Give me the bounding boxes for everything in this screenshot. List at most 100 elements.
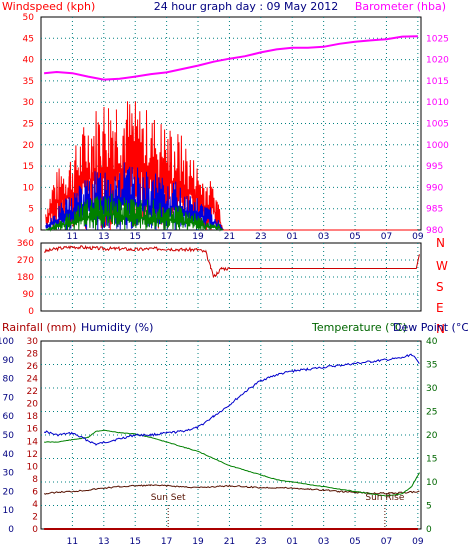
compass-label: S bbox=[436, 280, 444, 294]
barometer-line bbox=[44, 35, 418, 81]
compass-label: N bbox=[436, 236, 445, 250]
temperature-tick: 20 bbox=[426, 431, 438, 441]
rainfall-axis-label: Rainfall (mm) bbox=[2, 321, 76, 334]
humidity-tick: 0 bbox=[8, 525, 14, 535]
dew-point-line bbox=[43, 484, 420, 495]
x-tick-label: 09 bbox=[412, 232, 424, 242]
sun-label: Sun Set bbox=[151, 493, 186, 503]
wind-baro-series bbox=[44, 35, 418, 232]
barometer-tick: 1015 bbox=[426, 77, 449, 87]
temperature-line bbox=[44, 429, 420, 497]
x-tick-label: 15 bbox=[129, 232, 140, 242]
direction-tick: 180 bbox=[17, 273, 34, 283]
rainfall-tick: 22 bbox=[27, 387, 38, 397]
temperature-tick: 25 bbox=[426, 408, 437, 418]
direction-tick: 270 bbox=[17, 256, 34, 266]
x-tick-label: 05 bbox=[349, 232, 360, 242]
x-tick-label: 07 bbox=[381, 232, 392, 242]
rainfall-tick: 0 bbox=[32, 525, 38, 535]
humidity-tick: 50 bbox=[3, 431, 15, 441]
temperature-tick-labels: 0 5 10 15 20 25 30 35 40 bbox=[426, 337, 438, 535]
humidity-tick: 80 bbox=[3, 375, 15, 385]
temperature-tick: 15 bbox=[426, 455, 437, 465]
windspeed-tick: 45 bbox=[23, 34, 34, 44]
humidity-tick: 10 bbox=[3, 506, 15, 516]
rainfall-tick: 16 bbox=[27, 425, 39, 435]
direction-tick-labels: 0 90 180 270 360 bbox=[17, 239, 34, 317]
barometer-tick: 985 bbox=[426, 205, 443, 215]
temperature-axis-label: Temperature (°C) bbox=[311, 321, 407, 334]
humidity-tick: 70 bbox=[3, 393, 15, 403]
temperature-tick: 40 bbox=[426, 337, 438, 347]
rainfall-tick: 28 bbox=[27, 350, 39, 360]
wind-baro-x-tick-labels: 11 13 15 17 19 21 23 01 03 05 07 09 bbox=[67, 232, 424, 242]
rainfall-tick: 14 bbox=[27, 437, 39, 447]
humidity-tick: 30 bbox=[3, 469, 15, 479]
barometer-tick: 995 bbox=[426, 162, 443, 172]
temperature-tick: 30 bbox=[426, 384, 438, 394]
humidity-tick: 100 bbox=[0, 337, 14, 347]
compass-label: W bbox=[436, 259, 448, 273]
x-tick-label: 09 bbox=[412, 537, 424, 547]
humidity-axis-label: Humidity (%) bbox=[81, 321, 153, 334]
direction-tick: 360 bbox=[17, 239, 34, 249]
chart-title: 24 hour graph day : 09 May 2012 bbox=[154, 0, 339, 13]
x-tick-label: 21 bbox=[224, 537, 235, 547]
rainfall-tick: 12 bbox=[27, 450, 38, 460]
thermo-x-tick-labels: 11 13 15 17 19 21 23 01 03 05 07 09 bbox=[67, 537, 424, 547]
barometer-tick-labels: 980 985 990 995 1000 1005 1010 1015 1020 1025 bbox=[426, 34, 449, 236]
humidity-tick: 60 bbox=[3, 412, 15, 422]
windspeed-tick: 25 bbox=[23, 120, 34, 130]
humidity-tick-labels: 0 10 20 30 40 50 60 70 80 90 100 bbox=[0, 337, 14, 535]
x-tick-label: 13 bbox=[98, 537, 109, 547]
barometer-tick: 1010 bbox=[426, 98, 449, 108]
sun-label: Sun Rise bbox=[365, 493, 404, 503]
direction-tick: 90 bbox=[23, 290, 35, 300]
x-tick-label: 11 bbox=[67, 232, 78, 242]
humidity-tick: 20 bbox=[3, 487, 15, 497]
x-tick-label: 05 bbox=[349, 537, 360, 547]
windspeed-tick: 10 bbox=[23, 183, 35, 193]
barometer-tick: 1020 bbox=[426, 56, 449, 66]
x-tick-label: 11 bbox=[67, 537, 78, 547]
sun-annotations: Sun Set Sun Rise bbox=[151, 493, 405, 529]
windspeed-axis-label: Windspeed (kph) bbox=[2, 0, 95, 13]
x-tick-label: 21 bbox=[224, 232, 235, 242]
compass-label: N bbox=[436, 322, 445, 336]
rainfall-tick: 30 bbox=[27, 337, 39, 347]
barometer-axis-label: Barometer (hba) bbox=[355, 0, 446, 13]
humidity-tick: 40 bbox=[3, 450, 15, 460]
barometer-tick: 1000 bbox=[426, 141, 449, 151]
rainfall-tick: 26 bbox=[27, 362, 39, 372]
direction-series bbox=[44, 244, 420, 279]
thermo-series bbox=[43, 353, 420, 530]
rainfall-tick: 4 bbox=[32, 500, 38, 510]
wind-direction-line bbox=[44, 244, 420, 279]
x-tick-label: 13 bbox=[98, 232, 109, 242]
x-tick-label: 17 bbox=[161, 232, 172, 242]
x-tick-label: 07 bbox=[381, 537, 392, 547]
humidity-tick: 90 bbox=[3, 356, 15, 366]
barometer-tick: 990 bbox=[426, 183, 443, 193]
windspeed-tick: 50 bbox=[23, 13, 35, 23]
windspeed-tick: 35 bbox=[23, 77, 34, 87]
rainfall-tick: 24 bbox=[27, 375, 39, 385]
rainfall-tick: 18 bbox=[27, 412, 39, 422]
thermo-gridlines bbox=[41, 341, 421, 529]
rainfall-tick: 6 bbox=[32, 487, 38, 497]
rainfall-tick: 2 bbox=[32, 512, 38, 522]
rainfall-tick: 20 bbox=[27, 400, 39, 410]
windspeed-tick: 15 bbox=[23, 162, 34, 172]
humidity-line bbox=[43, 353, 420, 446]
x-tick-label: 03 bbox=[318, 232, 329, 242]
wind-baro-gridlines bbox=[41, 17, 421, 230]
x-tick-label: 03 bbox=[318, 537, 329, 547]
compass-label: E bbox=[436, 301, 444, 315]
x-tick-label: 15 bbox=[129, 537, 140, 547]
rainfall-tick: 8 bbox=[32, 475, 38, 485]
